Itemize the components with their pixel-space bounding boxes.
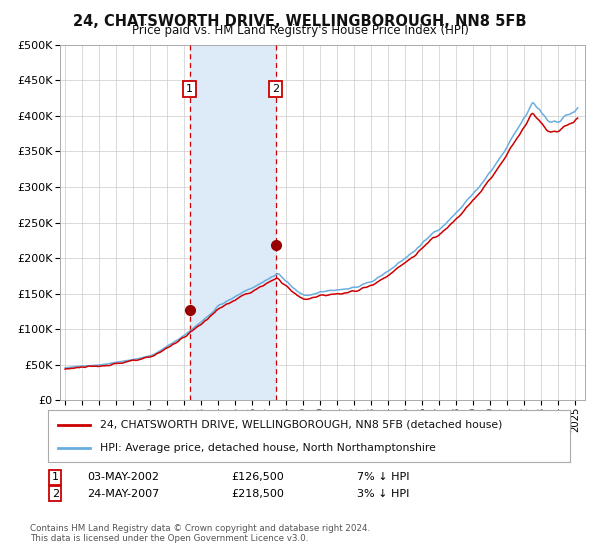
Text: Contains HM Land Registry data © Crown copyright and database right 2024.
This d: Contains HM Land Registry data © Crown c… xyxy=(30,524,370,543)
Text: 1: 1 xyxy=(52,472,59,482)
Text: 03-MAY-2002: 03-MAY-2002 xyxy=(87,472,159,482)
Text: HPI: Average price, detached house, North Northamptonshire: HPI: Average price, detached house, Nort… xyxy=(100,442,436,452)
Text: £218,500: £218,500 xyxy=(231,489,284,499)
Text: Price paid vs. HM Land Registry's House Price Index (HPI): Price paid vs. HM Land Registry's House … xyxy=(131,24,469,37)
Bar xyxy=(190,45,275,400)
Text: 2: 2 xyxy=(52,489,59,499)
Text: 7% ↓ HPI: 7% ↓ HPI xyxy=(357,472,409,482)
Text: £126,500: £126,500 xyxy=(231,472,284,482)
Text: 1: 1 xyxy=(186,84,193,94)
Text: 24, CHATSWORTH DRIVE, WELLINGBOROUGH, NN8 5FB (detached house): 24, CHATSWORTH DRIVE, WELLINGBOROUGH, NN… xyxy=(100,420,503,430)
Text: 3% ↓ HPI: 3% ↓ HPI xyxy=(357,489,409,499)
Text: 2: 2 xyxy=(272,84,279,94)
Text: 24, CHATSWORTH DRIVE, WELLINGBOROUGH, NN8 5FB: 24, CHATSWORTH DRIVE, WELLINGBOROUGH, NN… xyxy=(73,14,527,29)
Text: 24-MAY-2007: 24-MAY-2007 xyxy=(87,489,159,499)
